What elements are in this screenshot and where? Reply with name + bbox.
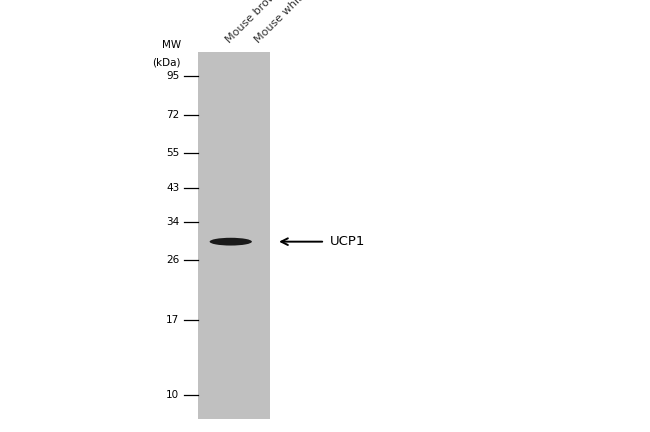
Text: UCP1: UCP1 [330,235,365,248]
Text: Mouse brown adipose: Mouse brown adipose [224,0,317,45]
Text: 10: 10 [166,390,179,400]
Text: MW: MW [162,40,181,50]
Text: Mouse white adipose: Mouse white adipose [253,0,343,45]
Bar [198,52,270,419]
Ellipse shape [209,238,252,245]
Text: 55: 55 [166,148,179,158]
Text: 72: 72 [166,110,179,120]
Text: 43: 43 [166,183,179,193]
Text: 17: 17 [166,315,179,325]
Text: (kDa): (kDa) [152,58,181,68]
Text: 95: 95 [166,71,179,81]
Text: 26: 26 [166,254,179,264]
Text: 34: 34 [166,216,179,226]
